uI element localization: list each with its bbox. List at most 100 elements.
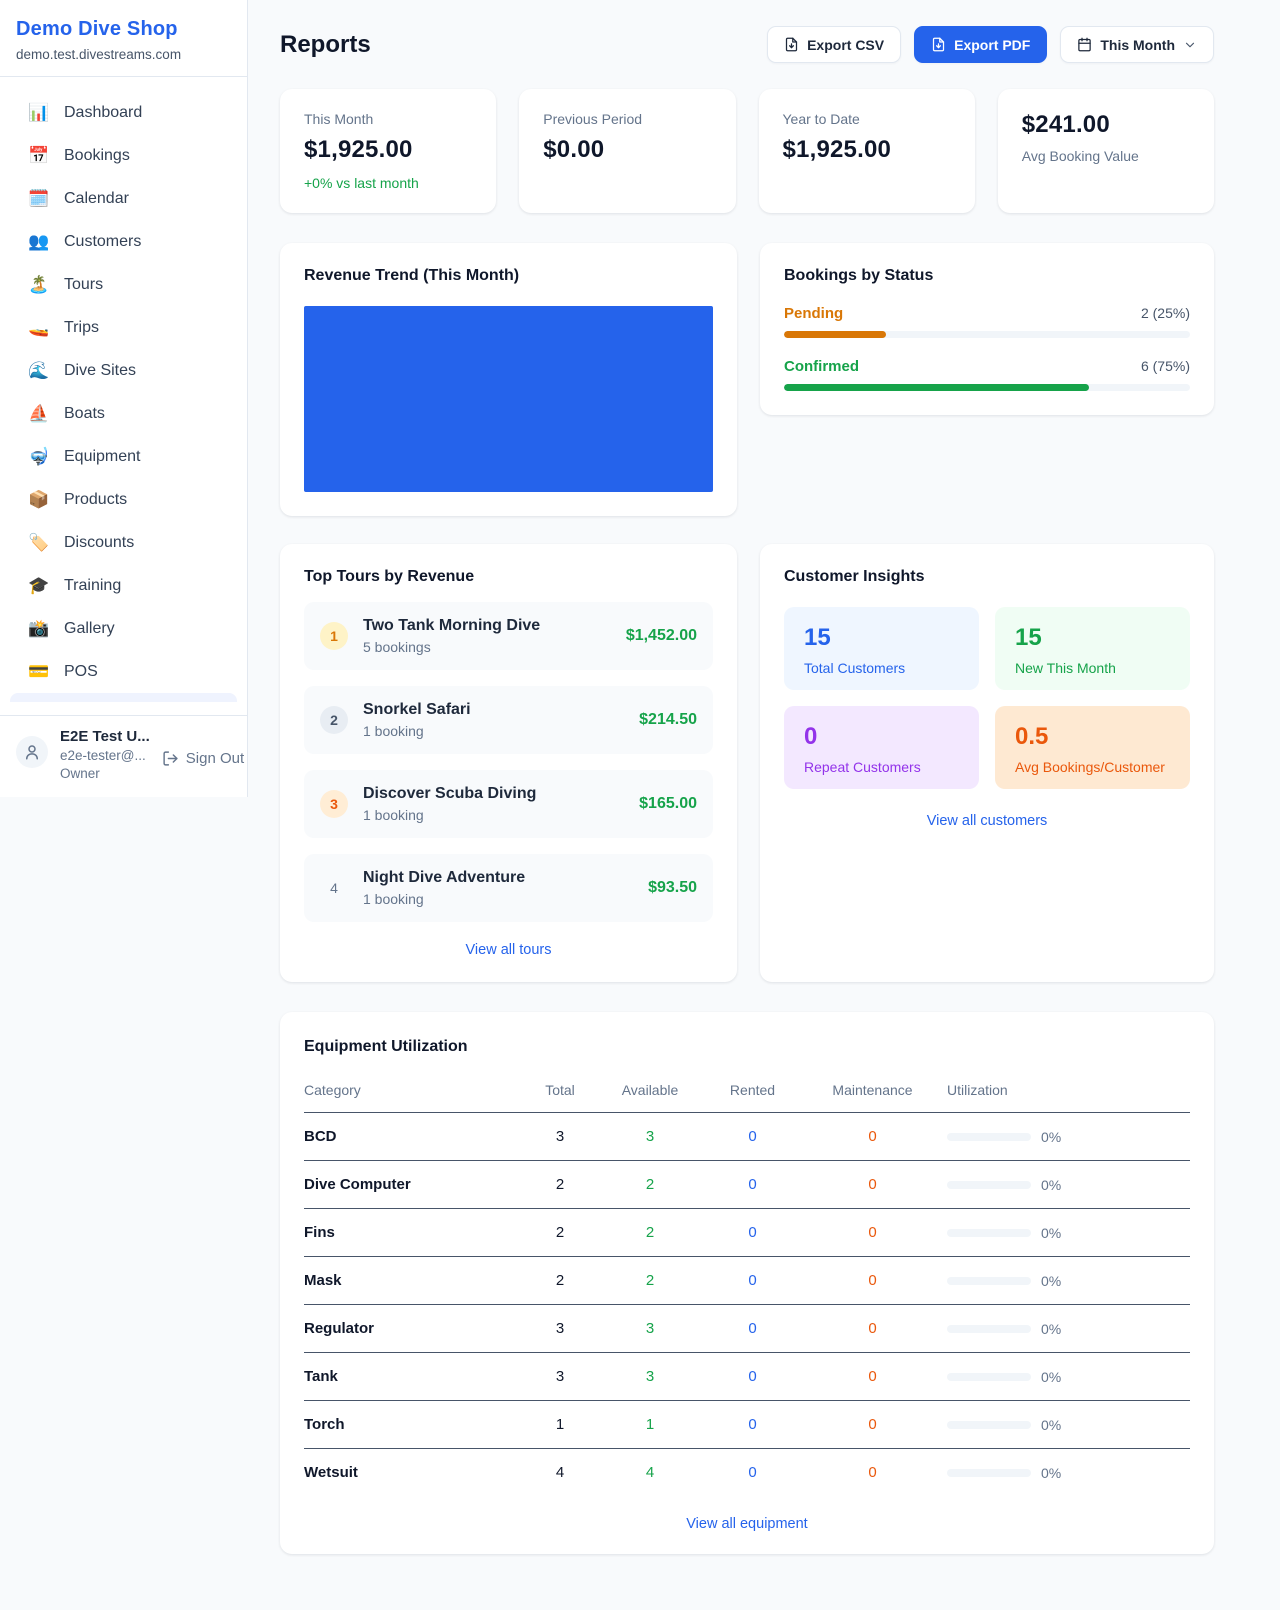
utilization-track <box>947 1420 1031 1429</box>
cell-utilization: 0% <box>945 1177 1190 1193</box>
sidebar: Demo Dive Shop demo.test.divestreams.com… <box>0 0 248 797</box>
cell-category: Fins <box>304 1224 335 1241</box>
period-select[interactable]: This Month <box>1060 26 1214 63</box>
cell-maintenance: 0 <box>868 1464 877 1481</box>
cell-rented: 0 <box>748 1272 757 1289</box>
cell-maintenance: 0 <box>868 1176 877 1193</box>
sidebar-item-label: Equipment <box>64 447 141 465</box>
sidebar-item-calendar[interactable]: 🗓️ Calendar <box>0 177 247 220</box>
sidebar-item-boats[interactable]: ⛵ Boats <box>0 392 247 435</box>
tour-row[interactable]: 1 Two Tank Morning Dive 5 bookings $1,45… <box>304 602 713 670</box>
cell-maintenance: 0 <box>868 1416 877 1433</box>
tour-row[interactable]: 3 Discover Scuba Diving 1 booking $165.0… <box>304 770 713 838</box>
sidebar-item-dashboard[interactable]: 📊 Dashboard <box>0 91 247 134</box>
cell-total: 3 <box>555 1320 565 1337</box>
view-all-equipment-link[interactable]: View all equipment <box>686 1516 808 1532</box>
cell-rented: 0 <box>748 1416 757 1433</box>
stat-card-avg-booking-value: $241.00 Avg Booking Value <box>997 89 1214 213</box>
customer-insights-title: Customer Insights <box>784 568 925 585</box>
sidebar-item-training[interactable]: 🎓 Training <box>0 564 247 607</box>
customer-insights-card: Customer Insights 15 Total Customers 15 … <box>760 544 1214 982</box>
equipment-utilization-title: Equipment Utilization <box>304 1038 468 1055</box>
graduation-cap-icon: 🎓 <box>28 575 50 595</box>
cell-rented: 0 <box>748 1176 757 1193</box>
tour-revenue: $165.00 <box>639 795 697 812</box>
cell-total: 3 <box>555 1368 565 1385</box>
tour-row[interactable]: 4 Night Dive Adventure 1 booking $93.50 <box>304 854 713 922</box>
utilization-track <box>947 1180 1031 1189</box>
tile-label: New This Month <box>1015 660 1116 676</box>
col-header-category: Category <box>304 1082 361 1098</box>
cell-maintenance: 0 <box>868 1368 877 1385</box>
tour-revenue: $214.50 <box>639 711 697 728</box>
sidebar-item-dive-sites[interactable]: 🌊 Dive Sites <box>0 349 247 392</box>
stat-label: Year to Date <box>782 111 860 127</box>
equipment-utilization-card: Equipment Utilization Category Total Ava… <box>280 1012 1214 1554</box>
cell-total: 3 <box>555 1128 565 1145</box>
stat-cards: This Month $1,925.00 +0% vs last month P… <box>280 89 1214 213</box>
stat-delta: +0% vs last month <box>304 175 419 191</box>
cell-utilization: 0% <box>945 1465 1190 1481</box>
stat-label: This Month <box>304 111 374 127</box>
sidebar-item-customers[interactable]: 👥 Customers <box>0 220 247 263</box>
tour-name: Discover Scuba Diving <box>363 785 537 802</box>
status-row-confirmed: Confirmed 6 (75%) <box>784 358 1190 391</box>
status-label: Confirmed <box>784 358 859 375</box>
status-row-pending: Pending 2 (25%) <box>784 305 1190 338</box>
trips-speedboat-icon: 🚤 <box>28 317 50 337</box>
progress-fill <box>784 331 886 338</box>
sidebar-item-bookings[interactable]: 📅 Bookings <box>0 134 247 177</box>
progress-track <box>784 384 1190 391</box>
sidebar-item-tours[interactable]: 🏝️ Tours <box>0 263 247 306</box>
cell-category: Tank <box>304 1368 338 1385</box>
tour-bookings: 1 booking <box>363 723 424 739</box>
col-header-maintenance: Maintenance <box>832 1082 913 1098</box>
tile-label: Repeat Customers <box>804 759 921 775</box>
sidebar-item-equipment[interactable]: 🤿 Equipment <box>0 435 247 478</box>
export-pdf-button[interactable]: Export PDF <box>914 26 1048 63</box>
view-all-customers-link[interactable]: View all customers <box>926 813 1048 829</box>
revenue-trend-title: Revenue Trend (This Month) <box>304 267 520 284</box>
utilization-track <box>947 1228 1031 1237</box>
logout-icon <box>163 751 178 766</box>
utilization-percent: 0% <box>1041 1416 1062 1433</box>
shop-header: Demo Dive Shop demo.test.divestreams.com <box>0 0 247 77</box>
stat-value: $241.00 <box>1021 111 1110 138</box>
view-all-tours-link[interactable]: View all tours <box>465 942 552 958</box>
cell-category: Wetsuit <box>304 1464 358 1481</box>
sidebar-item-trips[interactable]: 🚤 Trips <box>0 306 247 349</box>
bookings-calendar-icon: 📅 <box>28 145 50 165</box>
utilization-track <box>947 1468 1031 1477</box>
export-csv-button[interactable]: Export CSV <box>767 26 902 63</box>
sidebar-item-products[interactable]: 📦 Products <box>0 478 247 521</box>
utilization-percent: 0% <box>1041 1128 1062 1145</box>
file-download-icon <box>785 37 798 52</box>
sidebar-item-gallery[interactable]: 📸 Gallery <box>0 607 247 650</box>
sidebar-item-label: Customers <box>64 232 142 250</box>
sidebar-item-reports-partial[interactable] <box>10 693 237 702</box>
tag-icon: 🏷️ <box>28 532 50 552</box>
customers-icon: 👥 <box>28 231 50 251</box>
sidebar-item-label: Boats <box>64 404 105 422</box>
tour-bookings: 5 bookings <box>363 639 431 655</box>
utilization-percent: 0% <box>1041 1464 1062 1481</box>
avatar <box>16 736 48 768</box>
top-tours-title: Top Tours by Revenue <box>304 568 475 585</box>
cell-rented: 0 <box>748 1464 757 1481</box>
utilization-percent: 0% <box>1041 1224 1062 1241</box>
shop-name: Demo Dive Shop <box>16 18 178 40</box>
sidebar-item-label: Trips <box>64 318 99 336</box>
cell-maintenance: 0 <box>868 1320 877 1337</box>
stat-value: $0.00 <box>543 136 605 163</box>
sign-out-button[interactable]: Sign Out <box>162 750 244 767</box>
cell-available: 1 <box>645 1416 655 1433</box>
rank-badge: 1 <box>320 622 348 650</box>
calendar-icon: 🗓️ <box>28 188 50 208</box>
sidebar-item-discounts[interactable]: 🏷️ Discounts <box>0 521 247 564</box>
status-label: Pending <box>784 305 844 322</box>
top-tours-card: Top Tours by Revenue 1 Two Tank Morning … <box>280 544 737 982</box>
tour-row[interactable]: 2 Snorkel Safari 1 booking $214.50 <box>304 686 713 754</box>
sidebar-item-pos[interactable]: 💳 POS <box>0 650 247 693</box>
sidebar-item-label: Gallery <box>64 619 115 637</box>
sidebar-item-label: Calendar <box>64 189 129 207</box>
